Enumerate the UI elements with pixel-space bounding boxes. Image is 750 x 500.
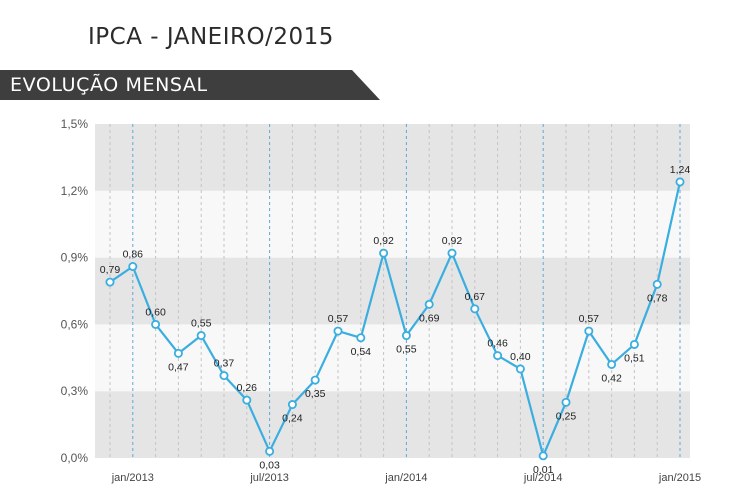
- data-point: [356, 333, 366, 343]
- y-tick-label: 0,6%: [61, 317, 89, 331]
- data-label: 0,69: [419, 312, 440, 324]
- data-label: 0,86: [123, 249, 144, 261]
- data-label: 0,24: [282, 413, 303, 425]
- data-label: 0,46: [487, 338, 508, 350]
- x-tick-label: jan/2015: [658, 472, 701, 484]
- data-label: 0,47: [168, 361, 189, 373]
- data-label: 0,79: [100, 264, 121, 276]
- x-tick-label: jan/2014: [384, 472, 427, 484]
- data-point: [515, 364, 525, 374]
- chart-band: [95, 257, 690, 325]
- data-point: [310, 375, 320, 385]
- data-label: 0,37: [214, 358, 235, 370]
- data-label: 0,55: [191, 318, 212, 330]
- data-point: [538, 451, 548, 461]
- data-point: [219, 371, 229, 381]
- y-tick-label: 1,5%: [61, 117, 89, 131]
- data-point: [379, 248, 389, 258]
- data-point: [447, 248, 457, 258]
- data-label: 0,67: [465, 291, 486, 303]
- data-label: 0,57: [579, 313, 600, 325]
- data-label: 0,26: [237, 382, 258, 394]
- data-label: 0,54: [351, 346, 372, 358]
- data-point: [242, 395, 252, 405]
- y-tick-label: 0,9%: [61, 251, 89, 265]
- data-point: [675, 177, 685, 187]
- data-point: [401, 331, 411, 341]
- data-label: 0,55: [396, 344, 417, 356]
- data-point: [424, 299, 434, 309]
- data-point: [105, 277, 115, 287]
- data-label: 0,35: [305, 388, 326, 400]
- data-point: [652, 279, 662, 289]
- data-label: 0,92: [373, 235, 394, 247]
- series-line: [109, 181, 682, 457]
- page-title: IPCA - JANEIRO/2015: [88, 24, 334, 50]
- data-point: [493, 351, 503, 361]
- data-point: [333, 326, 343, 336]
- data-label: 0,42: [601, 372, 622, 384]
- y-tick-label: 0,0%: [61, 451, 89, 465]
- data-label: 0,03: [259, 459, 280, 471]
- data-label: 0,25: [556, 410, 577, 422]
- x-tick-label: jan/2013: [111, 472, 154, 484]
- data-point: [173, 348, 183, 358]
- section-banner-label: EVOLUÇÃO MENSAL: [10, 74, 208, 96]
- data-point: [584, 326, 594, 336]
- data-point: [629, 339, 639, 349]
- section-banner: EVOLUÇÃO MENSAL: [0, 70, 380, 100]
- data-label: 0,51: [624, 352, 645, 364]
- data-point: [151, 319, 161, 329]
- chart-band: [95, 190, 690, 258]
- data-point: [128, 262, 138, 272]
- x-tick-label: jul/2013: [249, 472, 289, 484]
- y-tick-label: 0,3%: [61, 384, 89, 398]
- y-tick-label: 1,2%: [61, 184, 89, 198]
- data-label: 0,78: [647, 292, 668, 304]
- data-point: [607, 359, 617, 369]
- data-point: [287, 400, 297, 410]
- data-point: [470, 304, 480, 314]
- data-label: 1,24: [670, 164, 691, 176]
- chart-band: [95, 124, 690, 191]
- data-label: 0,57: [328, 313, 349, 325]
- x-tick-label: jul/2014: [523, 472, 563, 484]
- data-point: [561, 397, 571, 407]
- data-label: 0,40: [510, 351, 531, 363]
- data-point: [196, 331, 206, 341]
- chart-band: [95, 391, 690, 458]
- data-label: 0,60: [145, 306, 166, 318]
- data-label: 0,01: [533, 464, 554, 476]
- data-label: 0,92: [442, 235, 463, 247]
- data-point: [265, 446, 275, 456]
